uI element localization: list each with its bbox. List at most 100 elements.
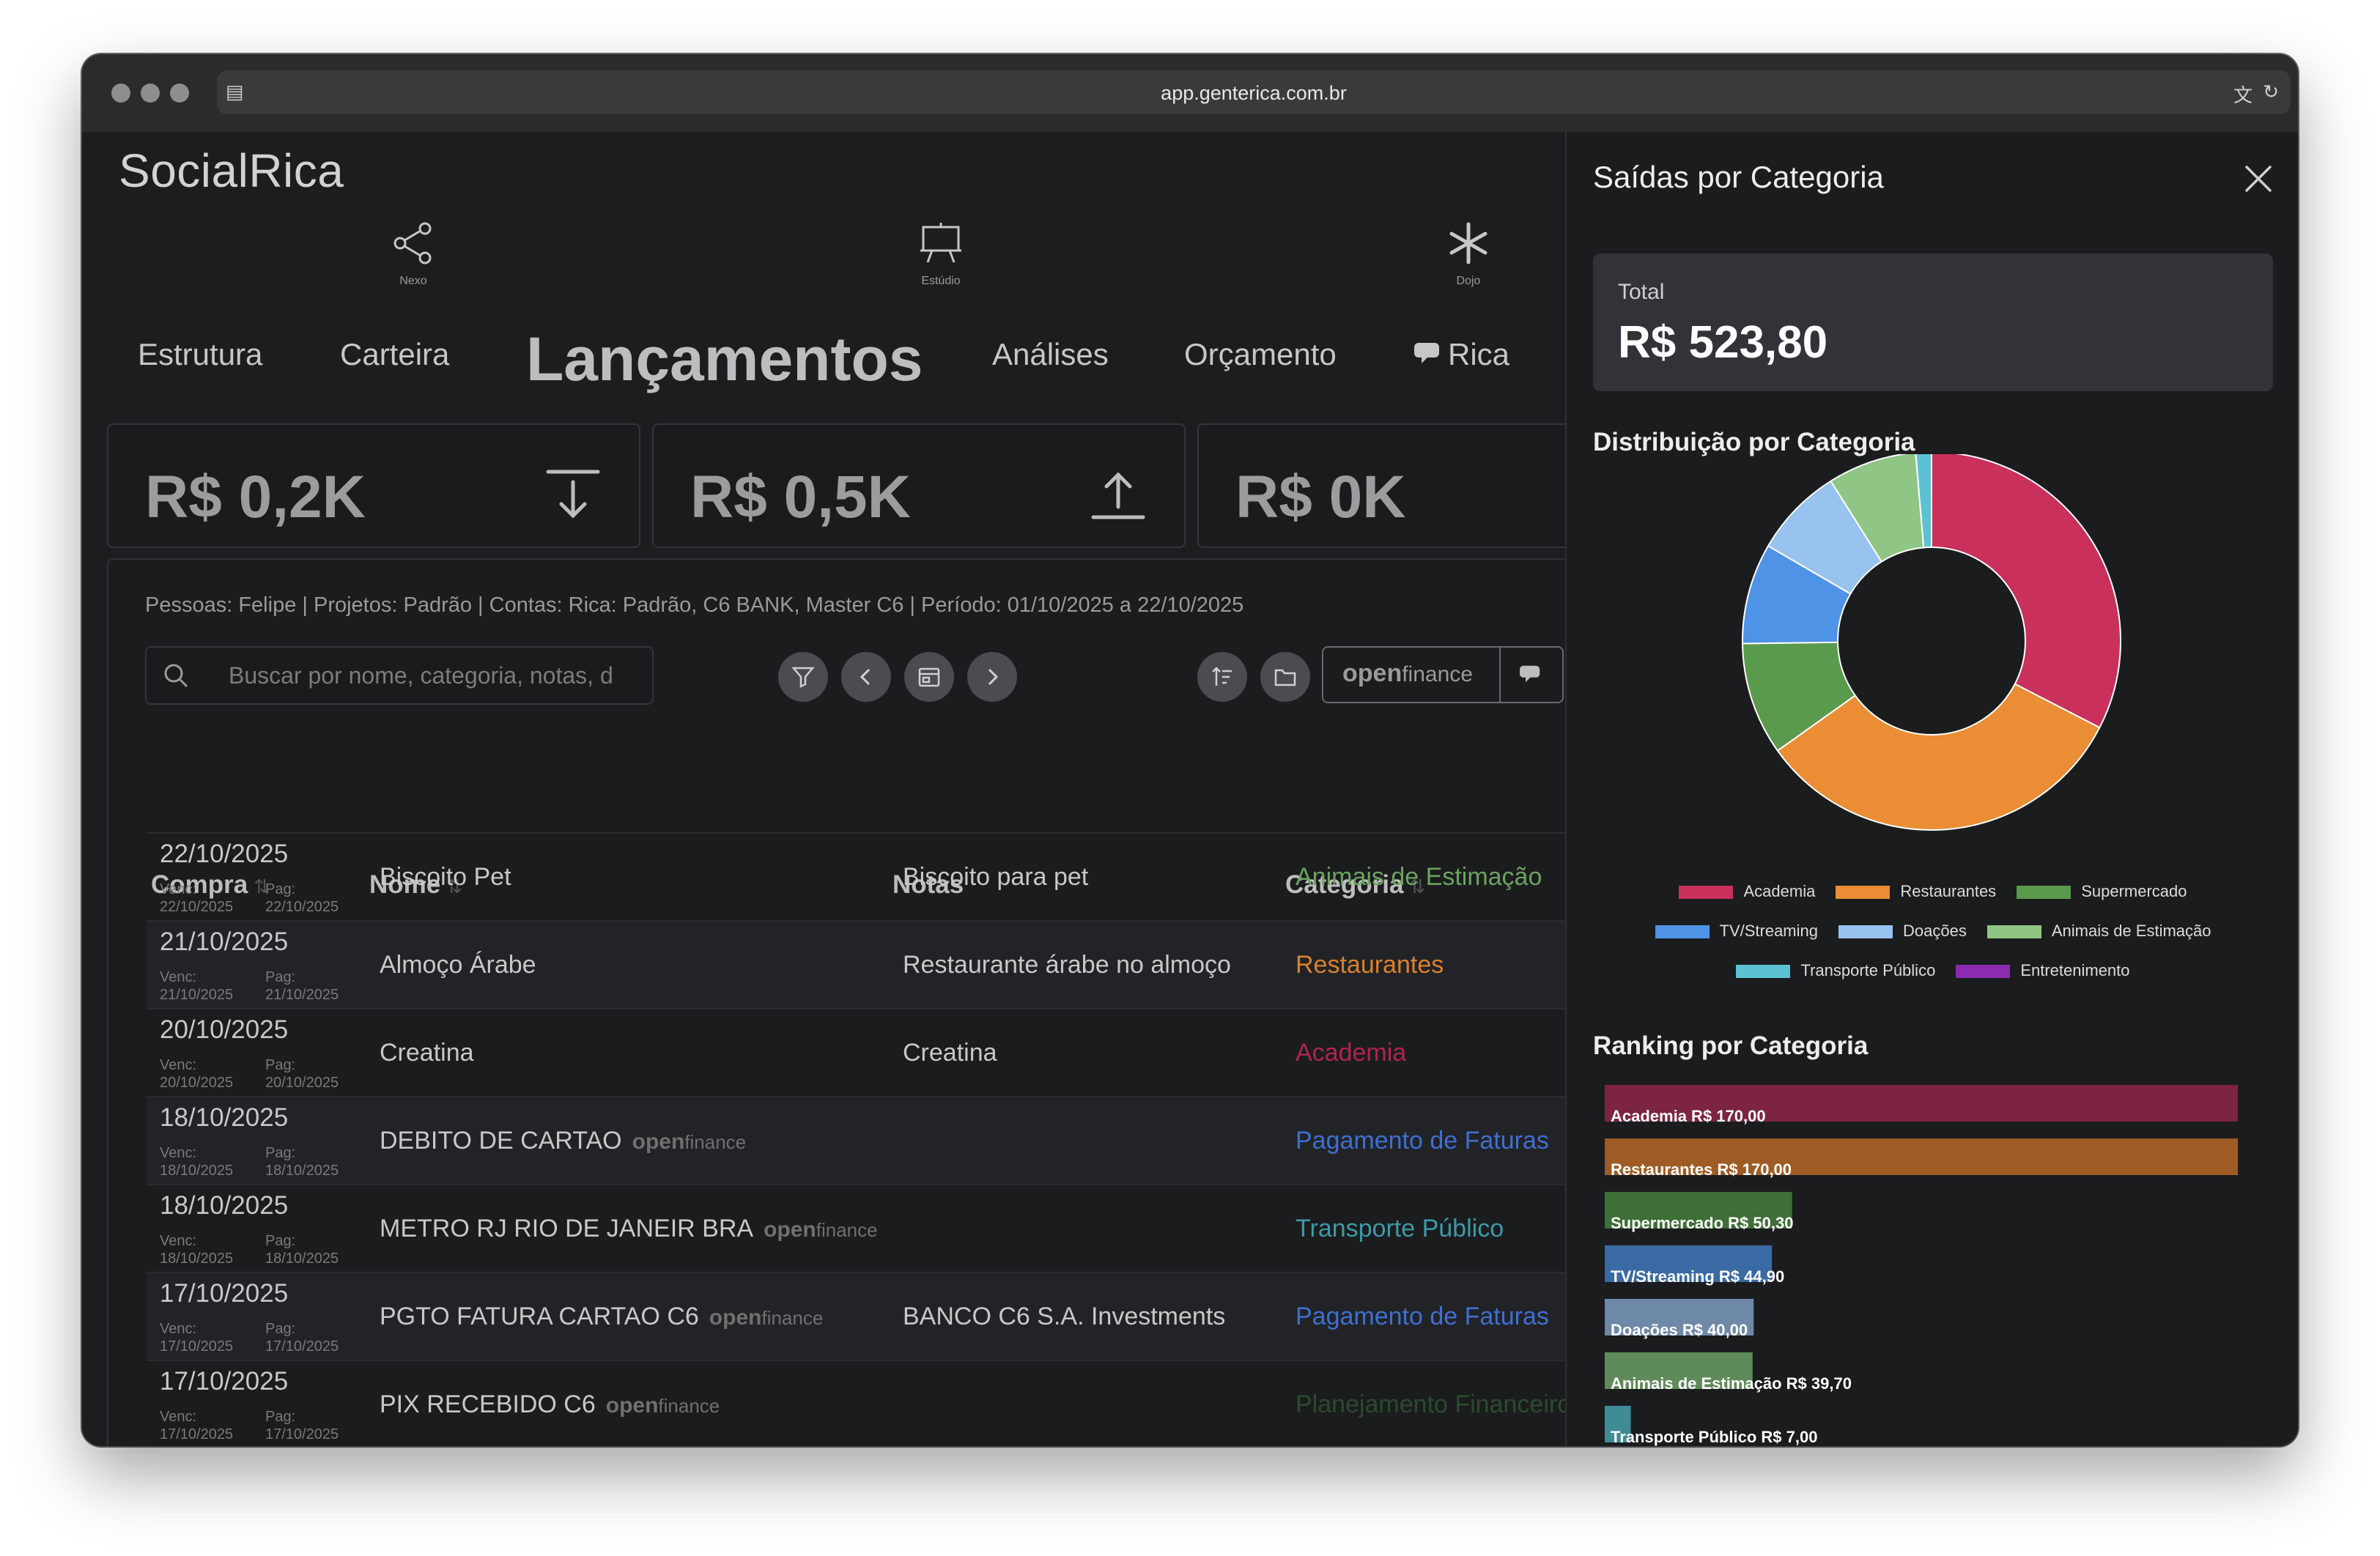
legend-item[interactable]: Transporte Público: [1736, 961, 1935, 980]
sort-arrows-icon[interactable]: ⇅: [254, 875, 270, 897]
asterisk-icon: [1449, 222, 1488, 264]
transaction-category[interactable]: Transporte Público: [1296, 1215, 1504, 1242]
legend-item[interactable]: Supermercado: [2017, 882, 2187, 901]
summary-card-saidas[interactable]: R$ 0,5K: [652, 423, 1186, 548]
col-header-notas[interactable]: Notas: [892, 870, 964, 899]
paid-date: Pag: 22/10/2025: [265, 881, 339, 915]
paid-date: Pag: 17/10/2025: [265, 1321, 339, 1355]
url-text: app.genterica.com.br: [1161, 82, 1347, 104]
previous-period-button[interactable]: [841, 652, 891, 702]
transaction-category[interactable]: Planejamento Financeiro: [1296, 1390, 1565, 1418]
calendar-icon: [918, 667, 940, 687]
minimize-window-button[interactable]: [141, 84, 160, 103]
transaction-category[interactable]: Restaurantes: [1296, 951, 1444, 979]
calendar-button[interactable]: [904, 652, 954, 702]
chevron-left-icon: [860, 668, 871, 686]
legend-swatch: [1655, 925, 1710, 939]
nav-carteira[interactable]: Carteira: [340, 337, 450, 371]
nav-rica[interactable]: Rica: [1414, 337, 1509, 372]
openfinance-badge: openfinance: [605, 1393, 720, 1418]
purchase-date: 17/10/2025: [160, 1367, 289, 1396]
filters-summary[interactable]: Pessoas: Felipe | Projetos: Padrão | Con…: [145, 593, 1244, 617]
hub-nexo[interactable]: Nexo: [362, 220, 465, 288]
legend-label: Animais de Estimação: [2051, 922, 2211, 940]
legend-item[interactable]: Academia: [1679, 882, 1815, 901]
purchase-date: 18/10/2025: [160, 1103, 289, 1132]
nav-analises[interactable]: Análises: [992, 337, 1109, 371]
sidebar-toggle-icon[interactable]: ▤: [226, 81, 244, 103]
legend-item[interactable]: Animais de Estimação: [1987, 922, 2211, 941]
openfinance-button[interactable]: openfinance: [1322, 646, 1564, 703]
transaction-name: Creatina: [380, 1039, 474, 1067]
legend-item[interactable]: TV/Streaming: [1655, 922, 1818, 941]
arrow-up-icon: [1091, 472, 1145, 519]
legend-item[interactable]: Doações: [1838, 922, 1967, 941]
sort-button[interactable]: [1197, 652, 1247, 702]
transaction-category[interactable]: Pagamento de Faturas: [1296, 1303, 1549, 1330]
hub-estudio[interactable]: Estúdio: [890, 220, 992, 288]
next-period-button[interactable]: [967, 652, 1017, 702]
table-row[interactable]: 18/10/2025 Venc: 18/10/2025 Pag: 18/10/2025 D…: [147, 1096, 1565, 1184]
pie-slice-restaurantes[interactable]: [1776, 683, 2101, 831]
zoom-window-button[interactable]: [170, 84, 189, 103]
col-header-nome[interactable]: Nome ⇅: [369, 870, 463, 899]
sort-arrows-icon[interactable]: ⇅: [1409, 875, 1426, 897]
table-row[interactable]: 21/10/2025 Venc: 21/10/2025 Pag: 21/10/2025 A…: [147, 920, 1565, 1008]
nav-lancamentos[interactable]: Lançamentos: [526, 325, 923, 393]
search-input[interactable]: Buscar por nome, categoria, notas, d: [145, 646, 654, 705]
legend-swatch: [1679, 886, 1734, 900]
legend-item[interactable]: Restaurantes: [1836, 882, 1996, 901]
table-row[interactable]: 18/10/2025 Venc: 18/10/2025 Pag: 18/10/2025 M…: [147, 1184, 1565, 1272]
due-date: Venc: 22/10/2025: [160, 881, 234, 915]
search-icon: [164, 664, 188, 688]
ranking-bar[interactable]: [1605, 1085, 2238, 1122]
folder-button[interactable]: [1260, 652, 1310, 702]
table-row[interactable]: 20/10/2025 Venc: 20/10/2025 Pag: 20/10/2025 C…: [147, 1008, 1565, 1096]
filter-button[interactable]: [778, 652, 828, 702]
ranking-bar[interactable]: [1605, 1352, 1753, 1389]
legend-item[interactable]: Entretenimento: [1956, 961, 2130, 980]
close-icon[interactable]: [2242, 163, 2274, 195]
pie-slice-transporte-p-blico[interactable]: [1915, 454, 1932, 549]
purchase-date: 20/10/2025: [160, 1015, 289, 1044]
transaction-category[interactable]: Academia: [1296, 1039, 1407, 1067]
ranking-bar[interactable]: [1605, 1406, 1631, 1442]
transaction-name: DEBITO DE CARTAO openfinance: [380, 1127, 747, 1155]
reload-icon[interactable]: ↻: [2263, 81, 2279, 103]
app-logo[interactable]: SocialRica: [119, 144, 344, 197]
ranking-bar[interactable]: [1605, 1245, 1773, 1282]
ranking-bar[interactable]: [1605, 1299, 1754, 1335]
transaction-category[interactable]: Pagamento de Faturas: [1296, 1127, 1549, 1155]
summary-card-entradas[interactable]: R$ 0,2K: [107, 423, 640, 548]
table-row[interactable]: 22/10/2025 Venc: 22/10/2025 Pag: 22/10/2025 B…: [147, 832, 1565, 920]
purchase-date: 17/10/2025: [160, 1279, 289, 1308]
hub-label: Dojo: [1456, 275, 1481, 287]
transaction-notes: Biscoito para pet: [903, 863, 1089, 891]
purchase-date: 22/10/2025: [160, 840, 289, 868]
ranking-bar-label: TV/Streaming R$ 44,90: [1611, 1267, 1784, 1286]
translate-icon[interactable]: 文: [2233, 84, 2252, 106]
col-header-categoria[interactable]: Categoria ⇅: [1285, 870, 1426, 899]
donut-chart: [1742, 454, 2121, 831]
summary-card-saldo[interactable]: R$ 0K: [1197, 423, 1565, 548]
nav-estrutura[interactable]: Estrutura: [138, 337, 263, 371]
transaction-notes: Restaurante árabe no almoço: [903, 951, 1231, 979]
transaction-name: PGTO FATURA CARTAO C6 openfinance: [380, 1303, 824, 1330]
ranking-bar[interactable]: [1605, 1138, 2238, 1175]
pie-slice-animais-de-estima-o[interactable]: [1830, 454, 1925, 563]
nav-orcamento[interactable]: Orçamento: [1184, 337, 1337, 371]
hub-dojo[interactable]: Dojo: [1417, 220, 1520, 288]
legend-label: Supermercado: [2081, 882, 2187, 900]
ranking-bar[interactable]: [1605, 1192, 1792, 1229]
sort-arrows-icon[interactable]: ⇅: [446, 875, 463, 897]
close-window-button[interactable]: [111, 84, 130, 103]
paid-date: Pag: 21/10/2025: [265, 969, 339, 1003]
transaction-category[interactable]: Animais de Estimação: [1296, 863, 1542, 891]
table-row[interactable]: 17/10/2025 Venc: 17/10/2025 Pag: 17/10/2025 P…: [147, 1272, 1565, 1360]
hub-label: Estúdio: [921, 275, 961, 287]
pie-slice-academia[interactable]: [1931, 454, 2121, 729]
table-row[interactable]: 17/10/2025 Venc: 17/10/2025 Pag: 17/10/2025 P…: [147, 1360, 1565, 1446]
legend-label: Doações: [1903, 922, 1967, 940]
col-header-compra[interactable]: Compra ⇅: [151, 870, 270, 899]
address-bar[interactable]: ▤ app.genterica.com.br 文 ↻: [217, 70, 2291, 114]
